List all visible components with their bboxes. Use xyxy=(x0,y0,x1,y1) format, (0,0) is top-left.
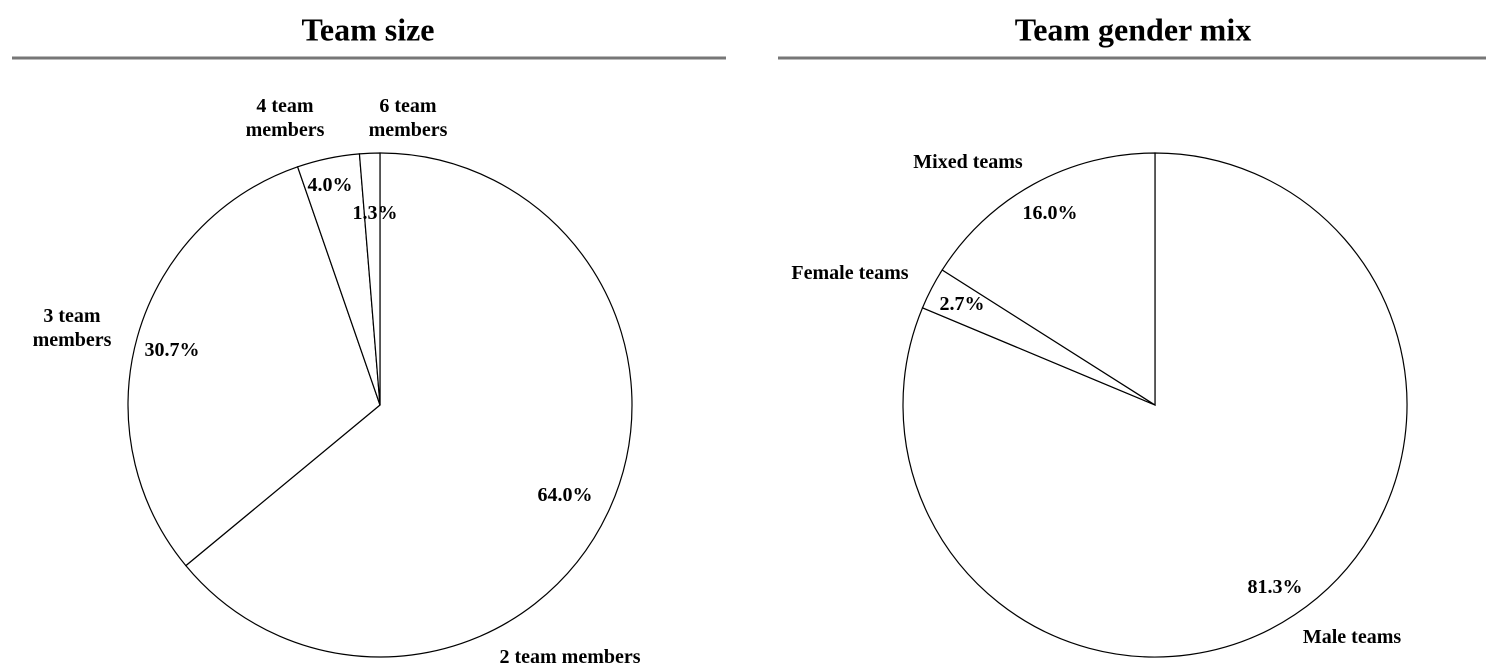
category-label: 2 team members xyxy=(499,646,641,668)
value-label: 4.0% xyxy=(307,174,353,196)
chart-title: Team size xyxy=(301,11,435,48)
category-label: Male teams xyxy=(1302,626,1402,648)
pie-slice xyxy=(127,166,381,567)
category-label: Mixed teams xyxy=(913,151,1023,173)
value-label: 16.0% xyxy=(1022,202,1078,224)
value-label: 81.3% xyxy=(1247,576,1303,598)
value-label: 1.3% xyxy=(352,202,398,224)
value-label: 2.7% xyxy=(939,293,985,315)
category-label: 3 team members xyxy=(32,305,112,351)
value-label: 64.0% xyxy=(537,484,593,506)
pie-slice xyxy=(358,152,381,406)
chart-title: Team gender mix xyxy=(1014,11,1252,48)
category-label: 6 team members xyxy=(368,95,448,141)
value-label: 30.7% xyxy=(144,339,200,361)
pie-slice xyxy=(184,152,633,658)
pie-slice xyxy=(941,152,1156,407)
category-label: 4 team members xyxy=(245,95,325,141)
category-label: Female teams xyxy=(791,262,909,284)
